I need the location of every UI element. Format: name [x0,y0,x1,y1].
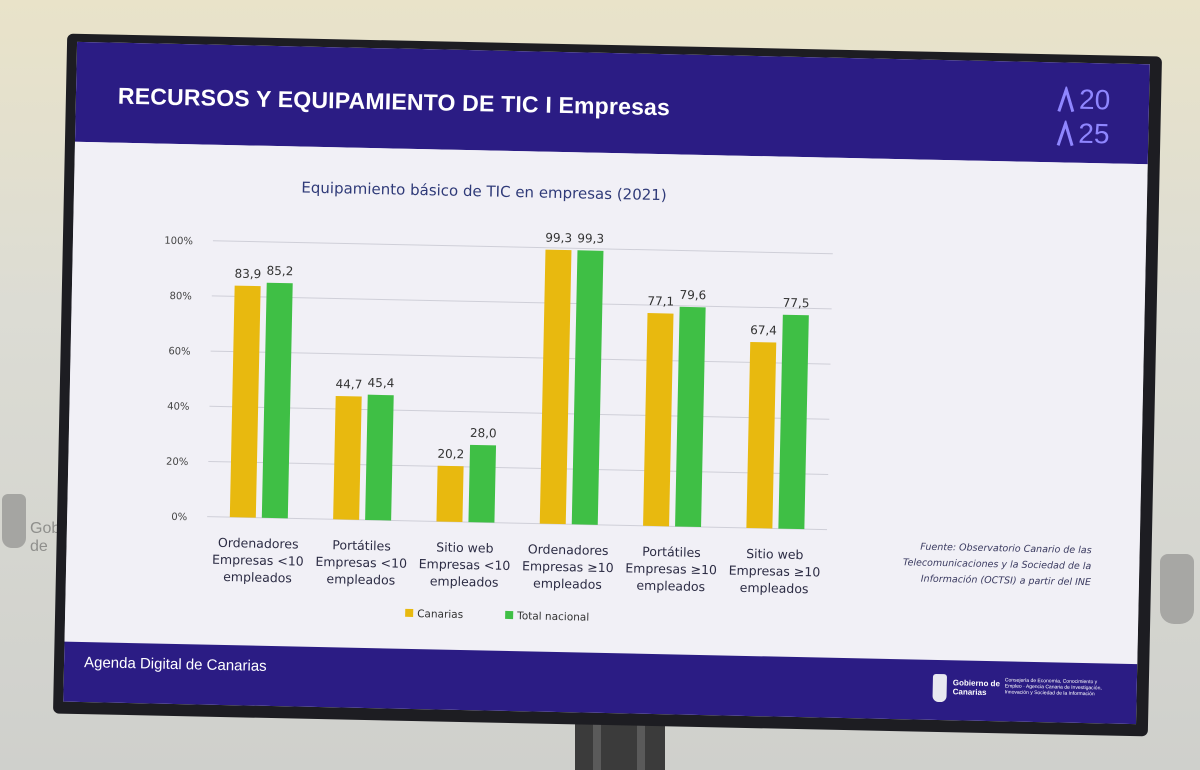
category-label: Empresas ≥10 [522,558,614,575]
bar-total-nacional [261,282,293,519]
data-label: 44,7 [335,377,362,392]
coat-of-arms-icon [1160,554,1194,624]
bar-total-nacional [365,394,394,521]
gridline [210,350,831,365]
slide-header: RECURSOS Y EQUIPAMIENTO DE TIC I Empresa… [74,41,1150,165]
data-label: 28,0 [470,426,497,441]
category-label: empleados [430,573,499,589]
gridline [208,460,829,475]
bar-total-nacional [571,250,604,525]
bar-total-nacional [778,314,809,530]
category-label: Ordenadores [218,535,299,552]
data-label: 79,6 [679,288,706,303]
bar-chart: Equipamiento básico de TIC en empresas (… [164,179,833,624]
logo-line1: 20 [1078,83,1111,116]
bar-canarias [643,313,674,527]
gobierno-canarias-logo: Gobierno de Canarias Consejería de Econo… [932,668,1113,718]
slide-content: Equipamiento básico de TIC en empresas (… [64,141,1148,665]
data-label: 45,4 [367,376,394,391]
gridline [207,516,828,531]
data-label: 99,3 [545,231,572,246]
data-label: 77,5 [783,296,810,311]
category-label: Empresas ≥10 [729,563,821,580]
y-tick-label: 60% [168,346,190,357]
bar-canarias [229,285,261,518]
footer-text: Agenda Digital de Canarias [83,654,267,675]
chevron-up-icon [1056,120,1075,147]
category-label: Empresas <10 [419,556,511,573]
category-label: Empresas <10 [212,552,304,569]
agenda-2025-logo: 20 25 [1056,82,1127,153]
bar-canarias [539,249,572,525]
category-label: empleados [636,578,705,594]
bar-canarias [333,395,362,520]
y-tick-label: 20% [166,457,188,468]
category-label: empleados [326,571,395,587]
chevron-up-icon [1057,86,1076,113]
slide: RECURSOS Y EQUIPAMIENTO DE TIC I Empresa… [63,41,1150,725]
category-label: Sitio web [436,539,494,555]
gridline [211,295,832,310]
gov-agency: Consejería de Economía, Conocimiento y E… [1004,677,1102,698]
coat-of-arms-icon [2,494,26,548]
category-label: Ordenadores [528,541,609,558]
gov-name: Gobierno de Canarias [952,678,1001,698]
legend-swatch-total-nacional [505,610,514,620]
category-label: empleados [740,580,809,596]
data-label: 20,2 [437,447,464,462]
category-label: Empresas ≥10 [625,560,717,577]
data-label: 83,9 [234,267,261,282]
gridline [212,240,833,255]
y-tick-label: 100% [164,236,193,248]
bar-canarias [436,465,464,522]
category-label: Portátiles [332,537,391,553]
data-label: 99,3 [577,231,604,246]
legend-label: Canarias [417,608,463,621]
bar-total-nacional [468,444,497,523]
legend-label: Total nacional [516,610,589,624]
category-label: Empresas <10 [315,554,407,571]
data-label: 85,2 [266,264,293,279]
chart-title: Equipamiento básico de TIC en empresas (… [301,179,667,205]
y-tick-label: 40% [167,401,189,412]
coat-of-arms-icon [932,673,948,703]
data-label: 77,1 [647,294,674,309]
category-label: empleados [223,569,292,585]
category-label: empleados [533,575,602,591]
category-label: Portátiles [642,544,701,560]
y-tick-label: 80% [169,291,191,302]
slide-title: RECURSOS Y EQUIPAMIENTO DE TIC I Empresa… [117,82,671,121]
gridline [209,405,830,420]
y-tick-label: 0% [171,512,187,523]
tv-monitor: RECURSOS Y EQUIPAMIENTO DE TIC I Empresa… [52,33,1163,737]
source-note: Fuente: Observatorio Canario de las Tele… [902,541,1092,589]
logo-line2: 25 [1078,117,1110,150]
bar-total-nacional [675,306,706,527]
bar-canarias [746,341,777,529]
data-label: 67,4 [750,323,777,338]
legend-swatch-canarias [405,608,414,617]
wall-logo-right [1158,550,1198,630]
category-label: Sitio web [746,546,804,562]
